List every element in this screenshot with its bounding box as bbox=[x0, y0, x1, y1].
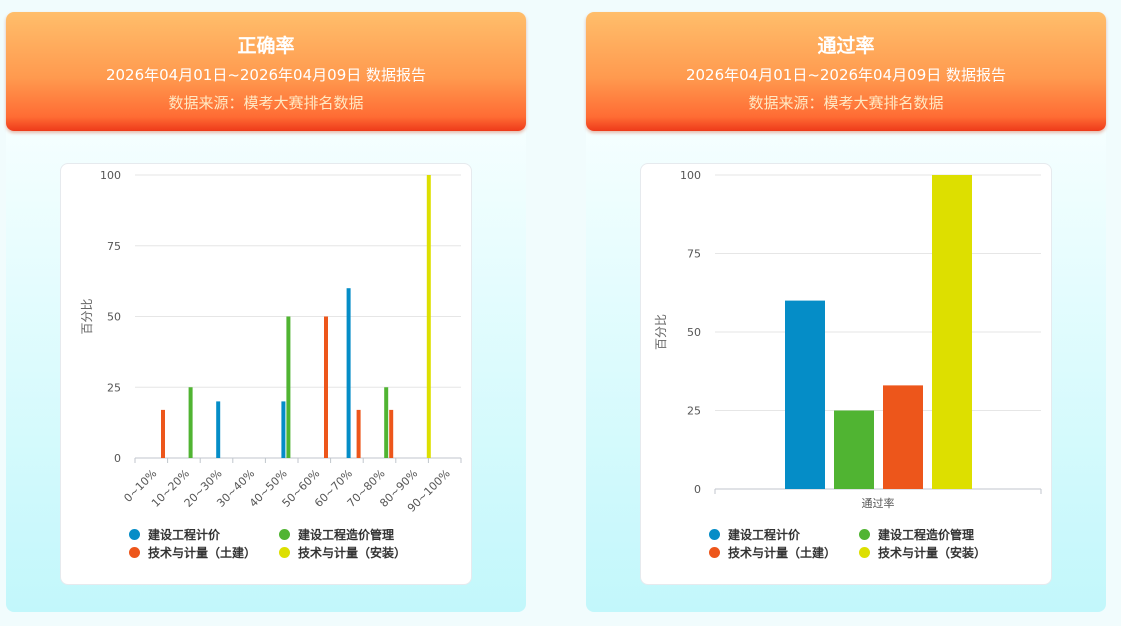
legend-item[interactable]: 建设工程计价 bbox=[129, 526, 220, 543]
panel-subtitle: 2026年04月01日~2026年04月09日 数据报告 bbox=[685, 66, 1007, 84]
legend-marker bbox=[709, 547, 720, 558]
y-tick-label: 25 bbox=[687, 405, 701, 418]
legend-item[interactable]: 技术与计量（安装） bbox=[859, 544, 986, 561]
legend-marker bbox=[279, 529, 290, 540]
legend-item[interactable]: 技术与计量（土建） bbox=[129, 544, 256, 561]
legend-label: 技术与计量（安装） bbox=[298, 546, 407, 560]
bar-3-1 bbox=[161, 409, 165, 458]
legend-marker bbox=[129, 547, 140, 558]
chart-legend: 建设工程计价 建设工程造价管理技术与计量（土建） 技术与计量（安装） bbox=[709, 526, 1009, 566]
accuracy-panel: 正确率 2026年04月01日~2026年04月09日 数据报告 数据来源：模考… bbox=[6, 12, 526, 612]
y-tick-label: 100 bbox=[100, 169, 121, 182]
bar-2-1 bbox=[834, 410, 874, 489]
pass-rate-panel: 通过率 2026年04月01日~2026年04月09日 数据报告 数据来源：模考… bbox=[586, 12, 1106, 612]
bar-3-7 bbox=[356, 409, 361, 458]
legend-label: 技术与计量（安装） bbox=[878, 546, 987, 560]
y-tick-label: 0 bbox=[114, 452, 121, 465]
panel-subtitle: 2026年04月01日~2026年04月09日 数据报告 bbox=[105, 66, 427, 84]
y-tick-label: 100 bbox=[680, 169, 701, 182]
legend-item[interactable]: 建设工程计价 bbox=[709, 526, 800, 543]
bar-2-8 bbox=[384, 387, 389, 458]
bar-1-1 bbox=[785, 300, 825, 489]
accuracy-chart: 0255075100百分比0~10%10~20%20~30%30~40%40~5… bbox=[80, 169, 462, 515]
legend-marker bbox=[279, 547, 290, 558]
legend-item[interactable]: 技术与计量（土建） bbox=[709, 544, 836, 561]
bar-3-1 bbox=[883, 385, 923, 489]
panel-title: 正确率 bbox=[237, 35, 295, 57]
legend-label: 建设工程计价 bbox=[148, 528, 221, 542]
bar-2-5 bbox=[286, 316, 291, 458]
chart-card: 0 25 50 75 100 百分比通过率 建设工程计价 建设工程造价管理技术与计量（土建）… bbox=[640, 163, 1052, 585]
legend-label: 建设工程计价 bbox=[728, 528, 801, 542]
y-axis-label: 百分比 bbox=[80, 298, 94, 334]
legend-marker bbox=[709, 529, 720, 540]
legend-item[interactable]: 建设工程造价管理 bbox=[859, 526, 974, 543]
bar-3-8 bbox=[389, 409, 394, 458]
y-tick-label: 75 bbox=[687, 248, 701, 261]
bar-1-3 bbox=[216, 401, 221, 458]
legend-label: 技术与计量（土建） bbox=[148, 546, 257, 560]
y-tick-label: 0 bbox=[694, 483, 701, 496]
legend-item[interactable]: 技术与计量（安装） bbox=[279, 544, 406, 561]
bar-1-5 bbox=[281, 401, 286, 458]
bar-3-6 bbox=[324, 316, 328, 458]
legend-label: 建设工程造价管理 bbox=[878, 528, 975, 542]
panel-header: 通过率 2026年04月01日~2026年04月09日 数据报告 数据来源：模考… bbox=[586, 12, 1106, 131]
panel-title: 通过率 bbox=[817, 35, 875, 57]
y-tick-label: 75 bbox=[107, 240, 121, 253]
x-tick-label: 通过率 bbox=[862, 496, 895, 510]
y-axis-label: 百分比 bbox=[654, 314, 668, 350]
chart-legend: 建设工程计价 建设工程造价管理技术与计量（土建） 技术与计量（安装） bbox=[129, 526, 429, 566]
legend-item[interactable]: 建设工程造价管理 bbox=[279, 526, 394, 543]
y-tick-label: 25 bbox=[107, 381, 121, 394]
bar-2-2 bbox=[188, 387, 193, 458]
panel-source: 数据来源：模考大赛排名数据 bbox=[748, 94, 944, 112]
bar-4-9 bbox=[426, 175, 431, 458]
panel-header: 正确率 2026年04月01日~2026年04月09日 数据报告 数据来源：模考… bbox=[6, 12, 526, 131]
chart-card: 0 25 50 75 100 百分比 0~10% 10~20% 20~30% 30~40% 40~5… bbox=[60, 163, 472, 585]
bar-4-1 bbox=[932, 175, 972, 489]
legend-marker bbox=[129, 529, 140, 540]
panel-source: 数据来源：模考大赛排名数据 bbox=[168, 94, 364, 112]
legend-marker bbox=[859, 529, 870, 540]
bar-1-7 bbox=[346, 288, 351, 458]
legend-label: 技术与计量（土建） bbox=[728, 546, 837, 560]
legend-marker bbox=[859, 547, 870, 558]
y-tick-label: 50 bbox=[107, 311, 121, 324]
legend-label: 建设工程造价管理 bbox=[298, 528, 395, 542]
y-tick-label: 50 bbox=[687, 326, 701, 339]
